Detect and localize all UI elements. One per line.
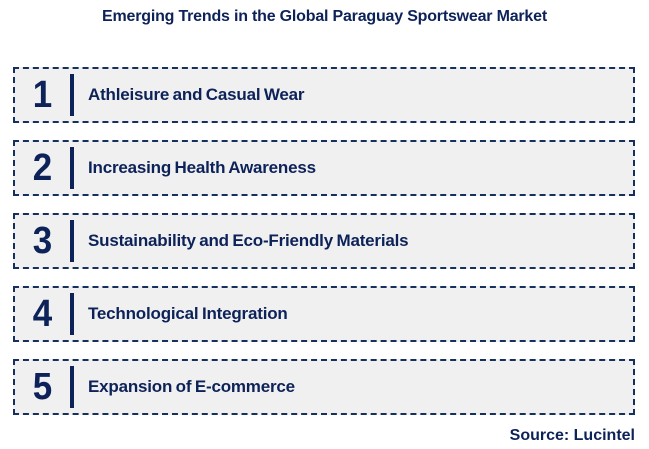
- number-divider-bar: [70, 366, 74, 408]
- trend-number: 2: [32, 147, 53, 189]
- trend-label: Increasing Health Awareness: [88, 158, 316, 177]
- source-credit: Source: Lucintel: [509, 427, 635, 444]
- trend-row: 4 Technological Integration: [13, 286, 635, 342]
- number-divider-bar: [70, 293, 74, 335]
- trend-label: Technological Integration: [88, 304, 288, 323]
- trend-row: 5 Expansion of E-commerce: [13, 359, 635, 415]
- number-divider-bar: [70, 74, 74, 116]
- trend-number: 3: [32, 220, 53, 262]
- trend-list: 1 Athleisure and Casual Wear 2 Increasin…: [13, 67, 635, 432]
- page-title: Emerging Trends in the Global Paraguay S…: [102, 8, 547, 25]
- trend-label: Expansion of E-commerce: [88, 377, 295, 396]
- trend-number: 5: [32, 366, 53, 408]
- trend-label: Sustainability and Eco-Friendly Material…: [88, 231, 409, 250]
- trend-row: 1 Athleisure and Casual Wear: [13, 67, 635, 123]
- number-divider-bar: [70, 147, 74, 189]
- trend-row: 2 Increasing Health Awareness: [13, 140, 635, 196]
- trend-number: 4: [32, 293, 53, 335]
- trend-label: Athleisure and Casual Wear: [88, 85, 305, 104]
- trend-row: 3 Sustainability and Eco-Friendly Materi…: [13, 213, 635, 269]
- trend-number: 1: [32, 74, 53, 116]
- number-divider-bar: [70, 220, 74, 262]
